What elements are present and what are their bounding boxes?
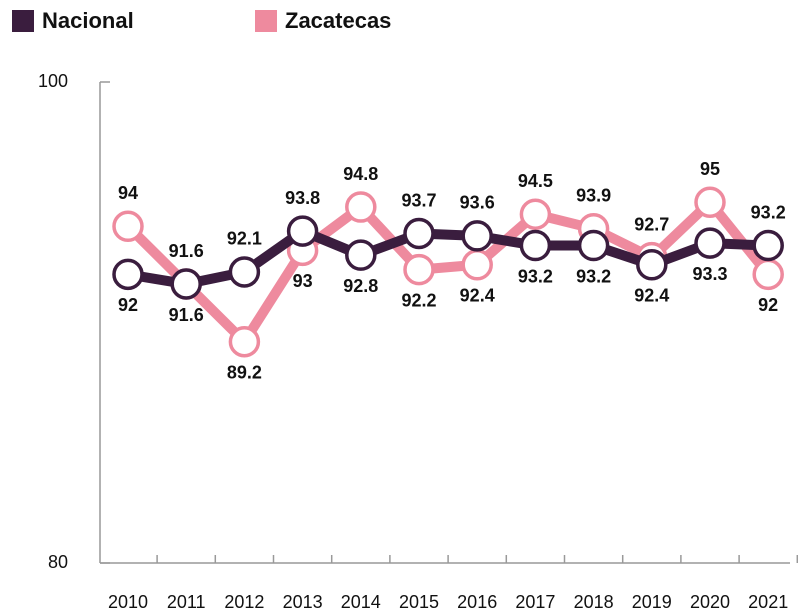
data-label: 94.5 bbox=[518, 171, 553, 191]
data-label: 92.1 bbox=[227, 229, 262, 249]
point-marker bbox=[345, 239, 377, 271]
x-tick-label: 2011 bbox=[167, 592, 206, 612]
data-label: 92.2 bbox=[401, 290, 436, 310]
point-marker bbox=[286, 215, 319, 247]
data-label: 93.9 bbox=[576, 185, 611, 205]
point-marker bbox=[519, 198, 552, 231]
point-marker bbox=[403, 253, 435, 286]
data-label: 93.2 bbox=[576, 266, 611, 286]
x-tick-label: 2019 bbox=[632, 592, 672, 612]
legend-swatch bbox=[12, 10, 34, 32]
data-label: 93.3 bbox=[692, 264, 727, 284]
data-label: 92 bbox=[118, 295, 138, 315]
data-label: 93.2 bbox=[751, 202, 786, 222]
y-tick-label: 100 bbox=[38, 71, 68, 91]
point-marker bbox=[519, 229, 552, 262]
point-marker bbox=[461, 249, 493, 281]
data-label: 92 bbox=[758, 295, 778, 315]
data-label: 92.4 bbox=[460, 286, 495, 306]
point-marker bbox=[752, 258, 784, 291]
data-label: 93.7 bbox=[401, 190, 436, 210]
data-label: 94 bbox=[118, 183, 138, 203]
data-label: 94.8 bbox=[343, 164, 378, 184]
data-label: 92.8 bbox=[343, 276, 378, 296]
point-marker bbox=[694, 186, 726, 218]
data-label: 93 bbox=[293, 271, 313, 291]
y-tick-label: 80 bbox=[48, 552, 68, 572]
point-marker bbox=[577, 229, 610, 262]
point-marker bbox=[403, 217, 435, 250]
x-tick-label: 2018 bbox=[574, 592, 614, 612]
data-label: 92.7 bbox=[634, 214, 669, 234]
point-marker bbox=[636, 249, 668, 281]
data-label: 91.6 bbox=[169, 305, 204, 325]
point-marker bbox=[112, 258, 144, 291]
point-marker bbox=[228, 325, 261, 358]
data-label: 89.2 bbox=[227, 362, 262, 382]
point-marker bbox=[461, 220, 493, 252]
x-tick-label: 2017 bbox=[515, 592, 555, 612]
x-tick-label: 2010 bbox=[108, 592, 148, 612]
legend-label: Zacatecas bbox=[285, 8, 391, 33]
data-label: 93.2 bbox=[518, 266, 553, 286]
x-tick-label: 2020 bbox=[690, 592, 730, 612]
x-tick-label: 2012 bbox=[224, 592, 264, 612]
data-label: 91.6 bbox=[169, 241, 204, 261]
point-marker bbox=[752, 229, 784, 262]
legend-swatch bbox=[255, 10, 277, 32]
data-label: 93.6 bbox=[460, 193, 495, 213]
data-label: 95 bbox=[700, 159, 720, 179]
point-marker bbox=[228, 256, 261, 288]
point-marker bbox=[170, 268, 202, 300]
point-marker bbox=[694, 227, 726, 259]
x-tick-label: 2015 bbox=[399, 592, 439, 612]
legend-label: Nacional bbox=[42, 8, 134, 33]
x-tick-label: 2013 bbox=[283, 592, 323, 612]
point-marker bbox=[345, 191, 377, 223]
x-tick-label: 2021 bbox=[748, 592, 788, 612]
data-label: 93.8 bbox=[285, 188, 320, 208]
x-tick-label: 2014 bbox=[341, 592, 381, 612]
point-marker bbox=[112, 210, 144, 243]
x-tick-label: 2016 bbox=[457, 592, 497, 612]
data-label: 92.4 bbox=[634, 286, 669, 306]
